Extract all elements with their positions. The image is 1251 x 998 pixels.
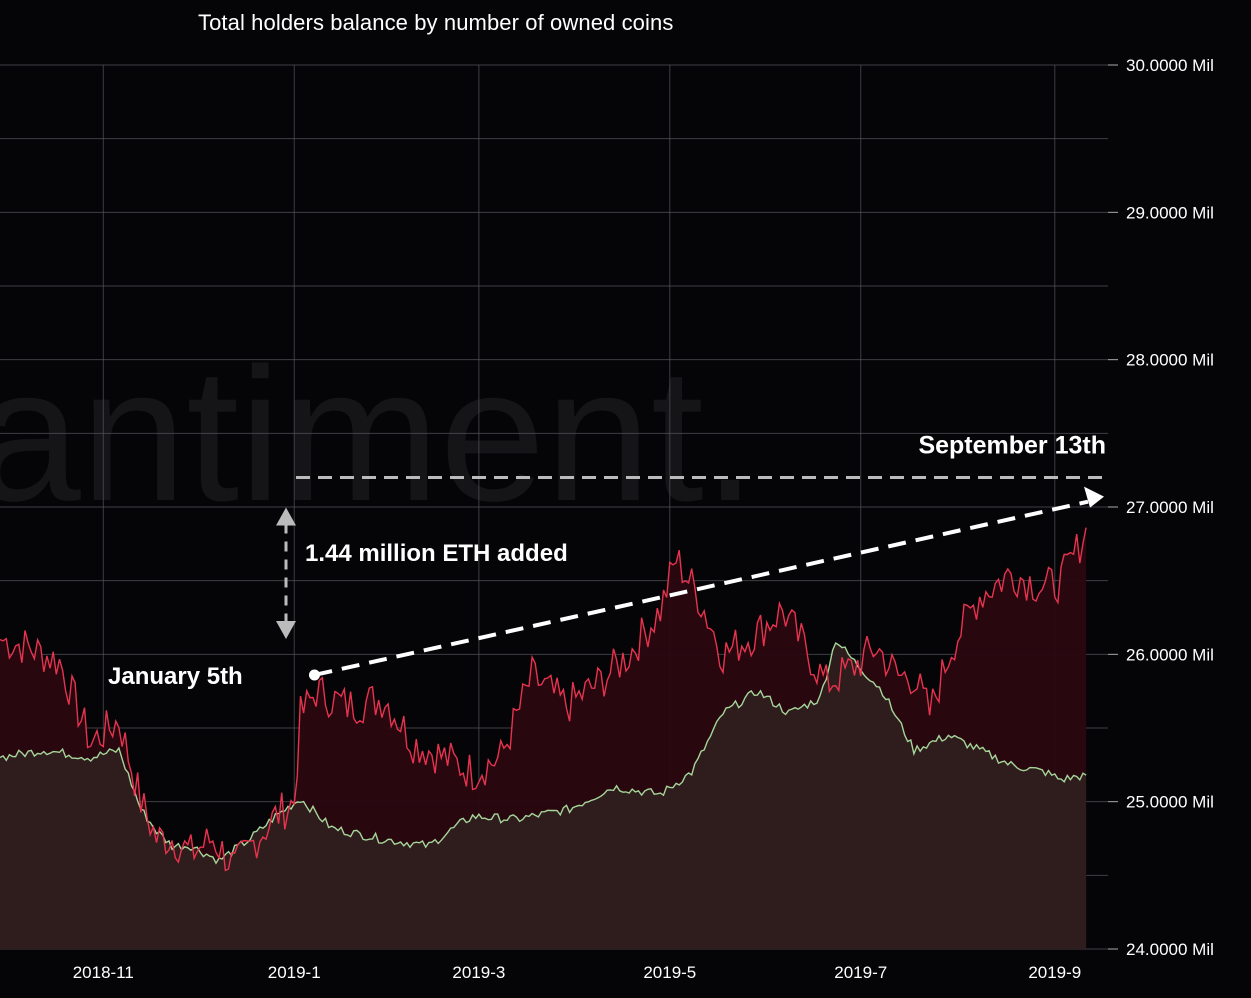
delta-label: 1.44 million ETH added — [305, 540, 568, 567]
series-lines — [0, 527, 1087, 872]
start-dot — [308, 669, 320, 681]
end-label: September 13th — [918, 432, 1106, 460]
watermark-text: antiment. — [0, 329, 757, 541]
area-fills — [0, 527, 1087, 949]
x-axis: 2018-11 2019-1 2019-3 2019-5 2019-7 2019-9 — [73, 963, 1082, 982]
x-tick-label: 2019-3 — [452, 963, 505, 982]
y-tick-label: 30.0000 Mil — [1126, 56, 1214, 75]
y-tick-label: 25.0000 Mil — [1126, 793, 1214, 812]
y-tick-label: 26.0000 Mil — [1126, 645, 1214, 664]
x-tick-label: 2019-5 — [643, 963, 696, 982]
y-tick-label: 27.0000 Mil — [1126, 498, 1214, 517]
series-line-red — [0, 527, 1087, 872]
trend-arrow-head — [1084, 486, 1104, 508]
x-tick-label: 2019-7 — [834, 963, 887, 982]
annotations: January 5th September 13th 1.44 million ET… — [108, 432, 1108, 690]
start-label: January 5th — [108, 663, 243, 690]
x-tick-label: 2018-11 — [73, 963, 134, 982]
trend-arrow-line — [314, 499, 1089, 677]
series-line-green — [0, 641, 1087, 865]
area-green-fill — [0, 643, 1087, 949]
x-tick-label: 2019-1 — [268, 963, 321, 982]
x-tick-label: 2019-9 — [1028, 963, 1081, 982]
delta-arrow-up — [276, 507, 296, 526]
y-axis: 24.0000 Mil 25.0000 Mil 26.0000 Mil 27.0000… — [1108, 56, 1214, 959]
delta-arrow-down — [276, 620, 296, 639]
y-tick-label: 29.0000 Mil — [1126, 203, 1214, 222]
y-tick-label: 28.0000 Mil — [1126, 351, 1214, 370]
chart-title: Total holders balance by number of owned… — [198, 10, 674, 35]
y-tick-label: 24.0000 Mil — [1126, 940, 1214, 959]
